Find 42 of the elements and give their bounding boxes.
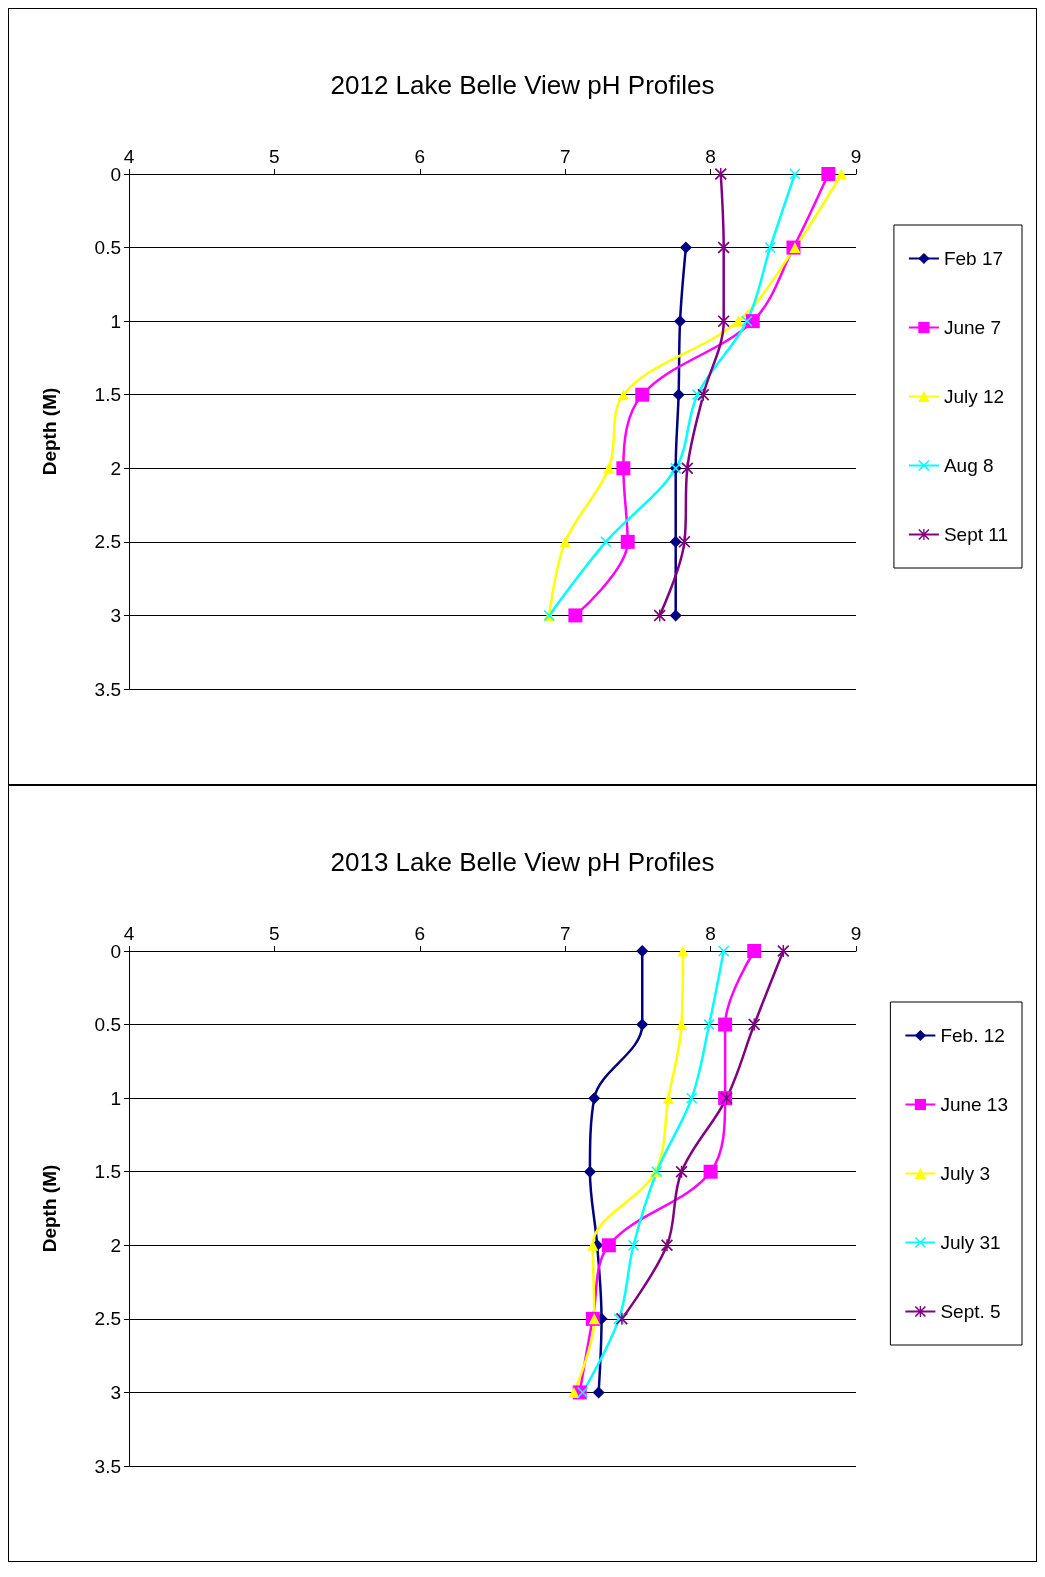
y-tick-label: 1.5: [94, 384, 121, 406]
x-tick-label: 8: [705, 923, 716, 944]
x-tick-label: 9: [850, 146, 862, 167]
y-tick-label: 3.5: [94, 678, 121, 700]
legend-label: Aug 8: [943, 455, 994, 476]
chart-title: 2013 Lake Belle View pH Profiles: [330, 847, 715, 877]
y-tick-label: 0: [110, 163, 121, 185]
y-tick-label: 2: [110, 457, 121, 479]
y-tick-label: 0.5: [94, 237, 121, 259]
y-tick-label: 1: [110, 1087, 121, 1109]
y-tick-label: 1: [110, 310, 121, 332]
y-tick-label: 3: [110, 604, 121, 626]
y-tick-label: 2.5: [94, 1308, 121, 1330]
x-tick-label: 4: [123, 146, 135, 167]
x-tick-label: 5: [269, 923, 280, 944]
legend-label: Sept 11: [943, 524, 1009, 545]
legend-label: Feb. 12: [940, 1025, 1005, 1046]
y-axis-title: Depth (M): [39, 1164, 60, 1253]
y-tick-label: 2: [110, 1234, 121, 1256]
y-axis-title: Depth (M): [39, 387, 60, 476]
y-tick-label: 2.5: [94, 531, 121, 553]
x-tick-label: 7: [559, 146, 571, 167]
legend-label: July 31: [940, 1232, 1001, 1253]
x-tick-label: 4: [123, 923, 135, 944]
legend-label: June 7: [943, 317, 1001, 338]
y-tick-label: 1.5: [94, 1161, 121, 1183]
y-tick-label: 3: [110, 1381, 121, 1403]
x-tick-label: 6: [414, 146, 426, 167]
y-tick-label: 3.5: [94, 1455, 121, 1477]
x-tick-label: 5: [269, 146, 280, 167]
y-tick-label: 0.5: [94, 1014, 121, 1036]
legend-label: June 13: [940, 1094, 1009, 1115]
legend-label: July 12: [943, 386, 1005, 407]
y-tick-label: 0: [110, 940, 121, 962]
chart-title: 2012 Lake Belle View pH Profiles: [330, 70, 715, 100]
x-tick-label: 9: [850, 923, 862, 944]
x-tick-label: 6: [414, 923, 426, 944]
legend-label: Sept. 5: [940, 1301, 1001, 1322]
x-tick-label: 8: [705, 146, 716, 167]
x-tick-label: 7: [559, 923, 571, 944]
legend-label: July 3: [940, 1163, 991, 1184]
legend-label: Feb 17: [943, 248, 1004, 269]
